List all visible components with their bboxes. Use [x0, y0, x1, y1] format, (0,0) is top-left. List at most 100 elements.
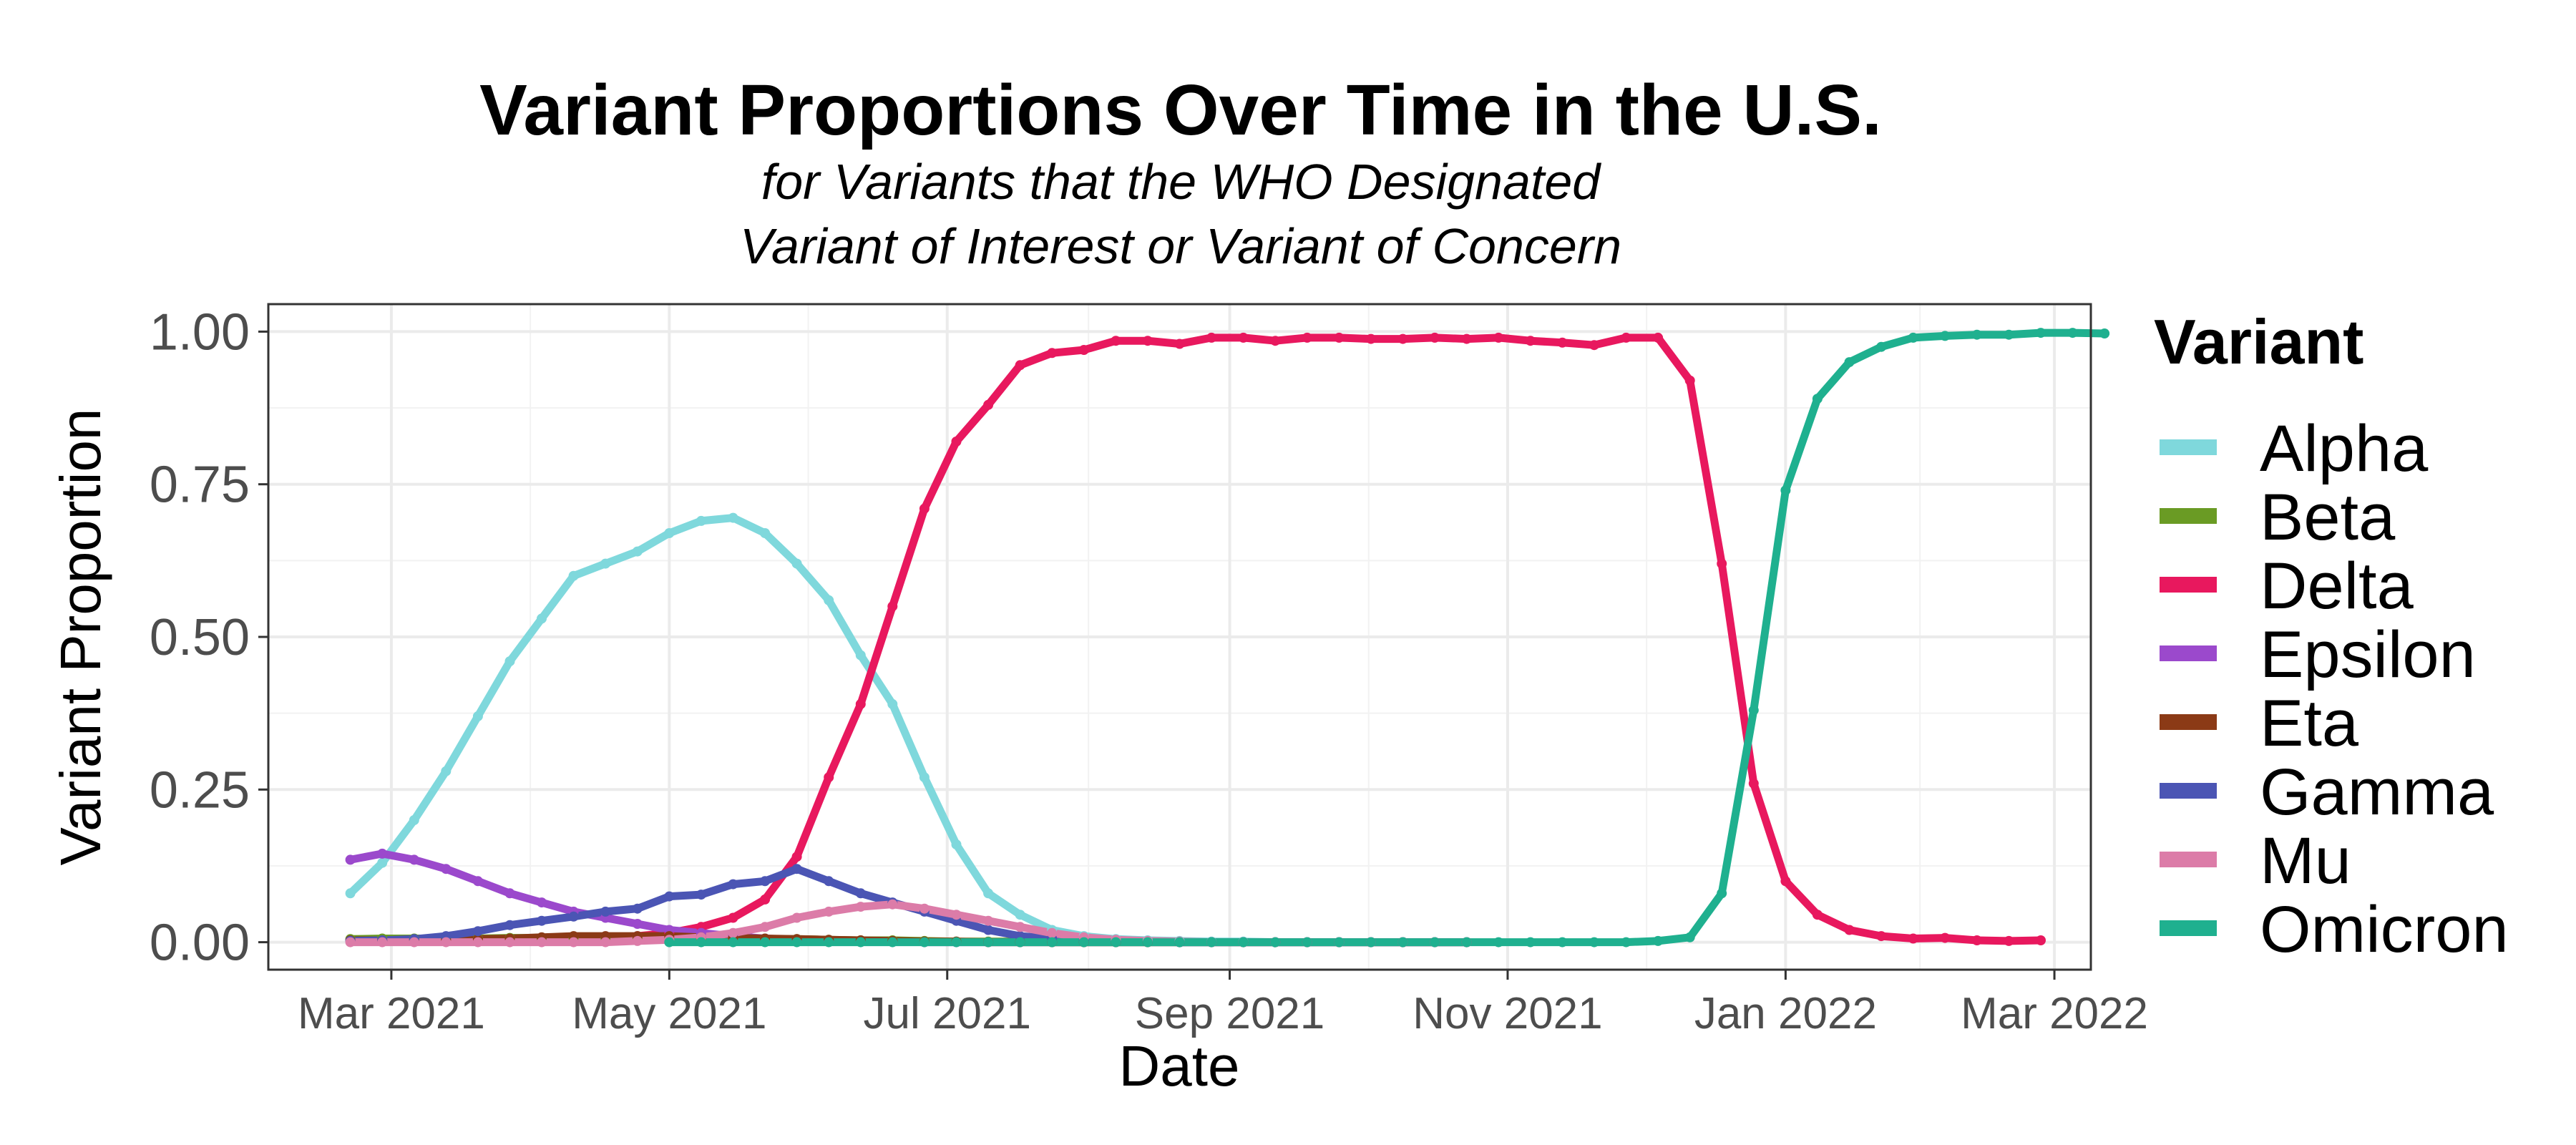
data-point-epsilon	[409, 854, 419, 865]
data-point-omicron	[1812, 394, 1823, 404]
data-point-omicron	[1621, 937, 1631, 947]
data-point-mu	[377, 937, 388, 947]
series-lines	[346, 328, 2109, 947]
data-point-mu	[791, 912, 802, 923]
data-point-omicron	[1844, 357, 1855, 368]
data-point-gamma	[472, 926, 483, 937]
data-point-omicron	[1015, 937, 1025, 947]
data-point-omicron	[1971, 329, 1982, 340]
x-tick-label: Mar 2022	[1961, 989, 2148, 1038]
y-tick-label: 1.00	[150, 303, 250, 361]
data-point-mu	[472, 937, 483, 947]
data-point-alpha	[855, 650, 866, 661]
y-axis-title: Variant Proportion	[49, 409, 112, 866]
data-point-gamma	[791, 864, 802, 874]
data-point-mu	[568, 937, 579, 947]
data-point-delta	[951, 437, 962, 447]
legend-label-mu: Mu	[2260, 824, 2351, 897]
data-point-alpha	[983, 888, 994, 899]
data-point-gamma	[760, 876, 771, 887]
data-point-delta	[887, 601, 898, 612]
data-point-epsilon	[345, 854, 356, 865]
x-tick-label: May 2021	[572, 989, 766, 1038]
data-point-alpha	[409, 815, 419, 825]
data-point-delta	[1206, 332, 1217, 343]
data-point-alpha	[1015, 910, 1025, 920]
data-point-delta	[760, 894, 771, 905]
x-tick-label: Nov 2021	[1413, 989, 1602, 1038]
chart-subtitle-line-2: Variant of Interest or Variant of Concer…	[740, 218, 1621, 274]
data-point-omicron	[1302, 937, 1312, 947]
data-point-mu	[537, 937, 547, 947]
data-point-alpha	[441, 766, 452, 776]
data-point-gamma	[568, 911, 579, 922]
data-point-delta	[1397, 333, 1408, 344]
x-tick-label: Jul 2021	[864, 989, 1031, 1038]
data-point-epsilon	[537, 897, 547, 908]
data-point-alpha	[568, 570, 579, 581]
data-point-delta	[1111, 336, 1121, 346]
data-point-delta	[2036, 935, 2046, 945]
data-point-mu	[409, 937, 419, 947]
data-point-omicron	[1397, 937, 1408, 947]
data-point-delta	[1876, 931, 1887, 942]
data-point-mu	[441, 937, 452, 947]
data-point-alpha	[951, 839, 962, 850]
data-point-omicron	[1142, 937, 1153, 947]
data-point-omicron	[1589, 937, 1599, 947]
data-point-alpha	[472, 711, 483, 721]
data-point-omicron	[1557, 937, 1568, 947]
data-point-omicron	[1717, 888, 1727, 899]
data-point-omicron	[2036, 328, 2046, 338]
y-tick-label: 0.50	[150, 609, 250, 666]
data-point-mu	[951, 910, 962, 920]
data-point-delta	[1812, 910, 1823, 920]
data-point-omicron	[1430, 937, 1440, 947]
data-point-mu	[1015, 922, 1025, 932]
data-point-delta	[1270, 336, 1281, 346]
data-point-mu	[919, 903, 930, 914]
data-point-delta	[1302, 332, 1312, 343]
data-point-omicron	[1047, 937, 1058, 947]
data-point-omicron	[1270, 937, 1281, 947]
x-tick-label: Sep 2021	[1135, 989, 1324, 1038]
data-point-mu	[728, 927, 738, 938]
data-point-omicron	[1365, 937, 1376, 947]
data-point-mu	[983, 915, 994, 926]
data-point-omicron	[1908, 332, 1918, 343]
data-point-mu	[824, 906, 834, 917]
data-point-delta	[1971, 935, 1982, 945]
data-point-delta	[1717, 558, 1727, 569]
data-point-alpha	[664, 528, 675, 538]
data-point-omicron	[696, 937, 706, 947]
y-tick-label: 0.00	[150, 915, 250, 972]
data-point-alpha	[377, 857, 388, 868]
data-point-delta	[1589, 340, 1599, 351]
data-point-delta	[1940, 932, 1951, 943]
data-point-gamma	[632, 903, 643, 914]
data-point-omicron	[728, 937, 738, 947]
data-point-omicron	[855, 937, 866, 947]
data-point-delta	[1078, 345, 1089, 355]
data-point-omicron	[1780, 485, 1791, 496]
data-point-omicron	[1111, 937, 1121, 947]
data-point-omicron	[2067, 328, 2078, 338]
y-tick-label: 0.25	[150, 761, 250, 819]
legend-label-omicron: Omicron	[2260, 893, 2509, 966]
data-point-delta	[1047, 348, 1058, 359]
data-point-mu	[504, 937, 515, 947]
data-point-alpha	[537, 613, 547, 624]
data-point-delta	[1461, 333, 1472, 344]
data-point-omicron	[951, 937, 962, 947]
data-point-mu	[760, 922, 771, 932]
data-point-delta	[1142, 336, 1153, 346]
data-point-alpha	[632, 546, 643, 557]
data-point-delta	[824, 772, 834, 783]
legend-label-delta: Delta	[2260, 550, 2414, 623]
data-point-delta	[1334, 332, 1345, 343]
data-point-epsilon	[441, 864, 452, 874]
data-point-alpha	[887, 698, 898, 709]
legend-label-gamma: Gamma	[2260, 756, 2494, 829]
